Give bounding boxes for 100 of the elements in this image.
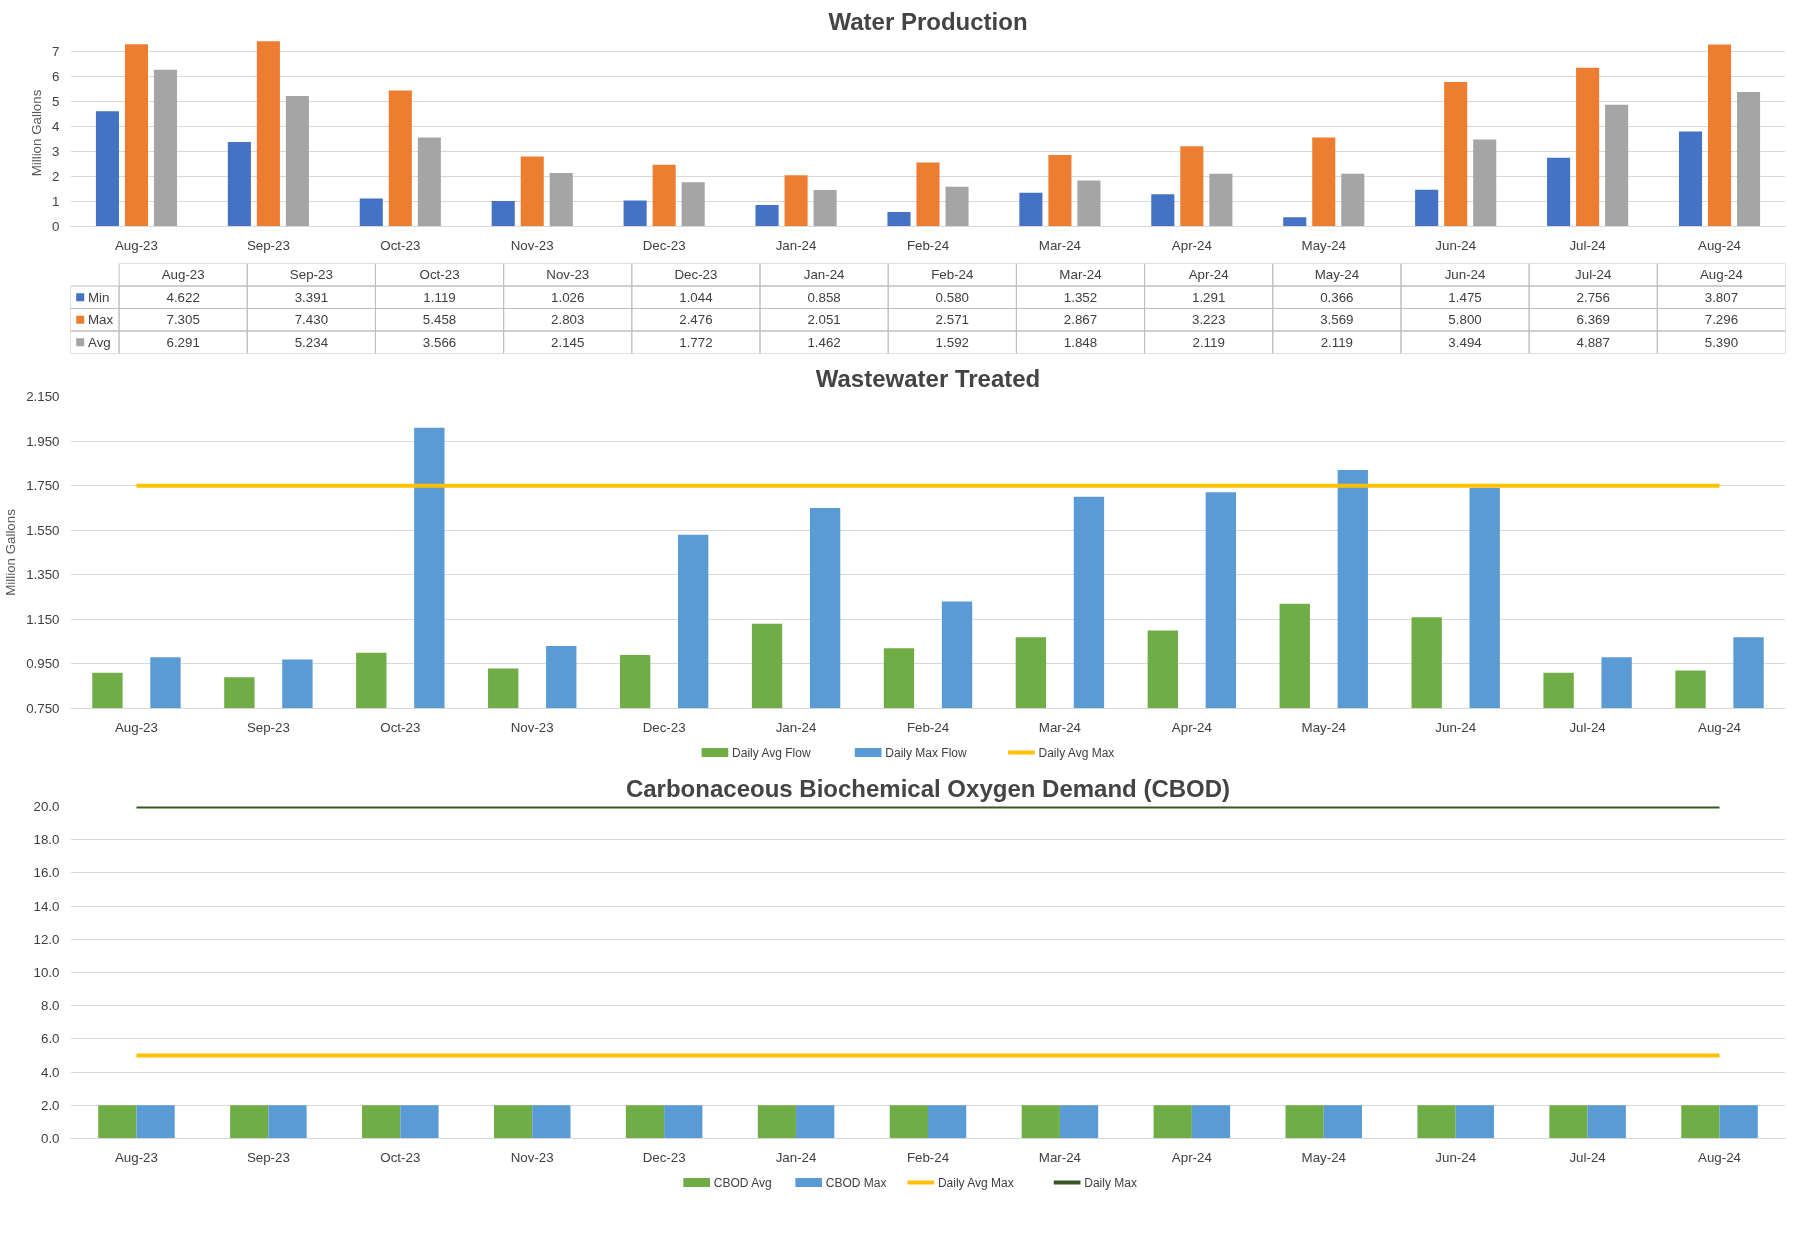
x-tick-label: May-24 [1301, 719, 1347, 735]
bar [1576, 67, 1600, 227]
data-label: 0.366 [1320, 289, 1354, 305]
y-tick-label: 5 [52, 94, 60, 110]
legend-label: Daily Avg Max [937, 1175, 1014, 1190]
legend-label: CBOD Avg [713, 1175, 772, 1190]
y-tick-label: 4 [52, 119, 61, 135]
data-label: 1.044 [679, 289, 714, 305]
x-tick-label: Oct-23 [380, 237, 421, 253]
legend-label: Avg [87, 334, 111, 350]
y-tick-label: 10.0 [33, 965, 60, 980]
bar [1444, 81, 1468, 227]
category-label: Feb-24 [931, 267, 974, 283]
legend-label: Min [87, 289, 110, 305]
legend-label: CBOD Max [825, 1175, 887, 1190]
data-label: 2.119 [1320, 334, 1354, 350]
x-tick-label: Sep-23 [246, 719, 290, 735]
x-tick-label: Mar-24 [1038, 719, 1082, 735]
bar [153, 69, 178, 227]
bar [813, 190, 837, 227]
bar [124, 44, 148, 227]
bar [1708, 44, 1732, 227]
bar [1415, 189, 1439, 227]
data-label: 5.800 [1448, 312, 1482, 328]
legend-label: Max [87, 312, 114, 328]
y-tick-label: 12.0 [33, 931, 60, 947]
bar [417, 137, 441, 227]
category-label: Jun-24 [1444, 267, 1486, 283]
bar [520, 156, 544, 227]
legend-label: Daily Avg Flow [732, 745, 811, 760]
data-label: 1.352 [1063, 289, 1098, 305]
y-tick-label: 2.150 [26, 389, 60, 404]
category-label: Aug-24 [1699, 267, 1743, 283]
data-label: 1.848 [1063, 334, 1098, 350]
bar [1151, 194, 1175, 227]
bar [1180, 146, 1204, 227]
data-label: 6.369 [1576, 312, 1610, 328]
data-label: 2.119 [1192, 334, 1225, 350]
category-label: May-24 [1314, 267, 1360, 283]
x-tick-label: Jun-24 [1435, 237, 1477, 253]
data-label: 1.291 [1191, 289, 1226, 305]
data-label: 5.458 [422, 312, 457, 328]
x-tick-label: Sep-23 [246, 237, 290, 253]
x-tick-label: May-24 [1301, 237, 1347, 253]
data-label: 7.296 [1704, 312, 1739, 328]
x-tick-label: Apr-24 [1171, 719, 1213, 735]
data-label: 2.571 [935, 312, 969, 328]
bar [359, 198, 383, 227]
data-label: 2.051 [807, 312, 841, 328]
data-label: 6.291 [166, 334, 200, 350]
data-label: 1.475 [1448, 289, 1482, 305]
data-label: 3.391 [294, 289, 329, 305]
bar [623, 200, 647, 227]
bar [1312, 137, 1336, 227]
category-label: Sep-23 [289, 267, 333, 283]
x-tick-label: Aug-23 [114, 719, 158, 735]
y-tick-label: 0.950 [26, 656, 60, 672]
y-tick-label: 2 [52, 169, 60, 185]
category-label: Nov-23 [546, 267, 590, 283]
bar [388, 90, 412, 227]
data-label: 7.305 [166, 312, 200, 328]
legend-label: Daily Max [1084, 1175, 1137, 1190]
data-label: 2.756 [1576, 289, 1610, 305]
bar [227, 141, 251, 227]
x-tick-label: Aug-24 [1698, 719, 1742, 735]
y-tick-label: 14.0 [33, 898, 60, 914]
data-label: 0.858 [807, 289, 841, 305]
y-tick-label: 2.0 [40, 1097, 60, 1113]
x-tick-label: Dec-23 [642, 237, 686, 253]
bar [784, 175, 808, 227]
data-label: 5.390 [1704, 334, 1739, 350]
data-label: 4.622 [166, 289, 200, 305]
bar [1048, 155, 1072, 227]
data-label: 1.592 [935, 334, 969, 350]
x-tick-label: Apr-24 [1171, 237, 1213, 253]
y-tick-label: 0.750 [26, 701, 60, 716]
y-tick-label: 1 [52, 194, 60, 210]
y-tick-label: 8.0 [40, 998, 60, 1014]
x-tick-label: Aug-23 [114, 237, 158, 253]
data-label: 3.223 [1191, 312, 1226, 328]
bar [681, 182, 705, 227]
x-tick-label: Jun-24 [1435, 719, 1477, 735]
y-tick-label: 0.0 [40, 1131, 60, 1146]
y-tick-label: 6.0 [40, 1031, 60, 1047]
x-tick-label: Feb-24 [906, 1149, 950, 1165]
data-label: 4.887 [1576, 334, 1610, 350]
x-tick-label: Dec-23 [642, 719, 686, 735]
data-label: 1.119 [423, 289, 456, 305]
data-label: 2.867 [1063, 312, 1098, 328]
y-tick-label: 7 [52, 44, 60, 60]
data-label: 1.462 [807, 334, 841, 350]
y-axis-title: Million Gallons [29, 89, 45, 177]
x-tick-label: Nov-23 [510, 237, 554, 253]
y-tick-label: 20.0 [33, 799, 60, 814]
data-label: 3.494 [1448, 334, 1483, 350]
bar [1678, 131, 1703, 227]
data-label: 3.807 [1704, 289, 1739, 305]
chart-title: Carbonaceous Biochemical Oxygen Demand (CBOD) [625, 774, 1231, 802]
category-label: Apr-24 [1188, 267, 1229, 283]
x-tick-label: Apr-24 [1171, 1149, 1213, 1165]
